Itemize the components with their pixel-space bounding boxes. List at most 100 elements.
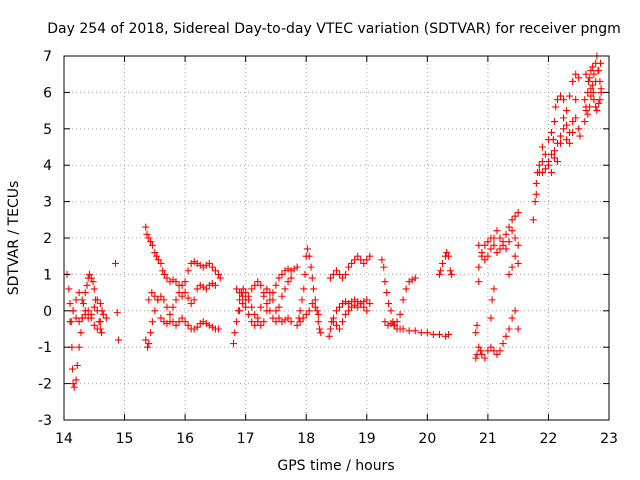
data-point xyxy=(181,278,189,286)
data-point xyxy=(260,318,268,326)
x-tick-label: 15 xyxy=(116,431,134,447)
data-point xyxy=(587,85,595,93)
data-point xyxy=(83,281,91,289)
data-point xyxy=(351,301,359,309)
data-point xyxy=(281,285,289,293)
data-point xyxy=(502,332,510,340)
data-point xyxy=(345,300,353,308)
data-point xyxy=(405,278,413,286)
data-point xyxy=(300,285,308,293)
data-point xyxy=(193,323,201,331)
data-point xyxy=(587,67,595,75)
data-point xyxy=(272,281,280,289)
data-point xyxy=(325,332,333,340)
data-point xyxy=(429,330,437,338)
data-point xyxy=(166,310,174,318)
data-point xyxy=(99,310,107,318)
data-point xyxy=(242,303,250,311)
data-point xyxy=(584,77,592,85)
data-point xyxy=(113,309,121,317)
data-point xyxy=(572,114,580,122)
data-point xyxy=(566,139,574,147)
data-point xyxy=(172,321,180,329)
data-point xyxy=(309,285,317,293)
data-point xyxy=(202,261,210,269)
data-point xyxy=(531,198,539,206)
data-point xyxy=(145,340,153,348)
chart-title: Day 254 of 2018, Sidereal Day-to-day VTE… xyxy=(47,21,621,37)
data-point xyxy=(472,354,480,362)
data-point xyxy=(142,336,150,344)
data-point xyxy=(290,265,298,273)
data-point xyxy=(390,321,398,329)
data-point xyxy=(293,321,301,329)
data-point xyxy=(396,310,404,318)
data-point xyxy=(478,350,486,358)
data-point xyxy=(84,307,92,315)
data-point xyxy=(214,325,222,333)
data-point xyxy=(547,168,555,176)
data-point xyxy=(587,92,595,100)
data-point xyxy=(475,343,483,351)
data-point xyxy=(275,274,283,282)
data-point xyxy=(266,289,274,297)
data-point xyxy=(181,289,189,297)
data-point xyxy=(254,314,262,322)
data-point xyxy=(111,259,119,267)
data-point xyxy=(333,267,340,275)
data-point xyxy=(345,307,353,315)
data-point xyxy=(551,154,558,162)
data-point xyxy=(193,285,201,293)
data-point xyxy=(586,74,594,82)
data-point xyxy=(511,212,519,220)
data-point xyxy=(172,296,180,304)
data-point xyxy=(380,263,388,271)
x-tick-label: 21 xyxy=(479,431,497,447)
data-point xyxy=(336,303,344,311)
data-point xyxy=(541,165,549,173)
data-point xyxy=(242,289,250,297)
x-tick-label: 20 xyxy=(418,431,436,447)
data-point xyxy=(552,103,560,111)
data-point xyxy=(199,283,207,291)
data-point xyxy=(239,285,247,293)
data-point xyxy=(190,296,198,304)
axis-ticks xyxy=(63,55,610,421)
data-point xyxy=(178,314,186,322)
data-point xyxy=(272,307,280,315)
data-point xyxy=(557,92,565,100)
data-point xyxy=(496,234,504,242)
data-point xyxy=(544,136,552,144)
x-tick-labels: 14 15 16 17 18 19 20 21 22 23 xyxy=(55,431,618,447)
data-point xyxy=(326,325,334,333)
data-point xyxy=(411,274,419,282)
data-point xyxy=(251,281,259,289)
data-point xyxy=(593,107,601,115)
data-point xyxy=(147,329,155,337)
data-point xyxy=(211,281,219,289)
data-point xyxy=(590,96,598,104)
data-point xyxy=(435,270,443,278)
data-point xyxy=(242,296,250,304)
data-point xyxy=(333,307,340,315)
data-point xyxy=(563,121,571,129)
data-point xyxy=(301,270,309,278)
data-point xyxy=(326,274,334,282)
data-point xyxy=(184,267,192,275)
data-point xyxy=(151,249,159,257)
data-point xyxy=(298,296,306,304)
data-point xyxy=(69,380,77,388)
data-point xyxy=(554,158,562,166)
data-point xyxy=(75,289,83,297)
data-point xyxy=(339,274,347,282)
data-point xyxy=(342,270,350,278)
y-tick-label: -2 xyxy=(38,377,52,393)
data-point xyxy=(184,294,192,302)
data-point xyxy=(339,318,347,326)
data-point xyxy=(190,258,198,266)
data-point xyxy=(157,314,165,322)
data-point xyxy=(411,327,419,335)
data-point xyxy=(351,256,359,264)
data-point xyxy=(287,267,295,275)
